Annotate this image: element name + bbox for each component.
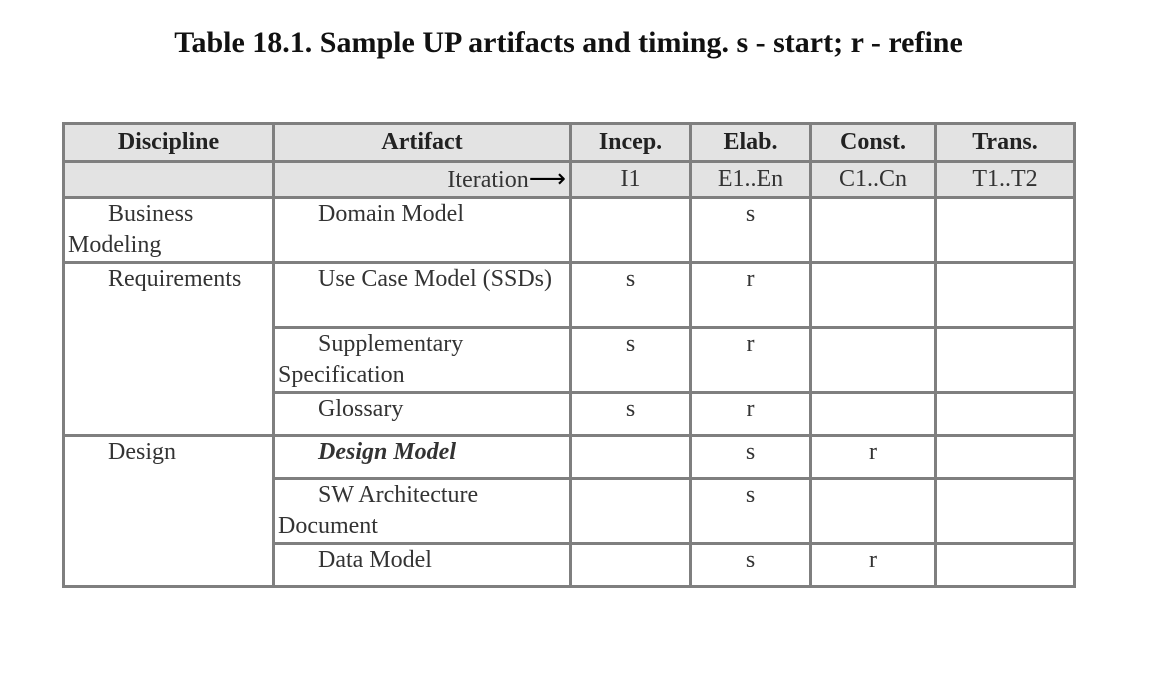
elab-cell: r bbox=[689, 261, 812, 329]
const-cell: r bbox=[809, 434, 937, 480]
iteration-label-cell: Iteration⟶ bbox=[272, 160, 572, 199]
elab-cell: s bbox=[689, 542, 812, 588]
right-arrow-icon: ⟶ bbox=[528, 163, 566, 194]
const-cell bbox=[809, 261, 937, 329]
artifact-cell: Data Model bbox=[272, 542, 572, 588]
trans-cell bbox=[934, 434, 1076, 480]
elab-cell: s bbox=[689, 434, 812, 480]
elab-cell: r bbox=[689, 326, 812, 394]
const-cell bbox=[809, 391, 937, 437]
trans-cell bbox=[934, 391, 1076, 437]
artifact-cell: SW Architecture Document bbox=[272, 477, 572, 545]
incep-cell: s bbox=[569, 326, 692, 394]
elab-cell: s bbox=[689, 196, 812, 264]
header-discipline: Discipline bbox=[62, 122, 275, 163]
iteration-trans: T1..T2 bbox=[934, 160, 1076, 199]
const-cell: r bbox=[809, 542, 937, 588]
table-row: Business Modeling Domain Model s bbox=[62, 196, 1076, 264]
iteration-blank-cell bbox=[62, 160, 275, 199]
header-trans: Trans. bbox=[934, 122, 1076, 163]
trans-cell bbox=[934, 196, 1076, 264]
const-cell bbox=[809, 196, 937, 264]
incep-cell bbox=[569, 542, 692, 588]
table-row: Data Model s r bbox=[64, 542, 1076, 588]
table-row: Supplementary Specification s r bbox=[64, 326, 1076, 394]
table-row: Requirements Use Case Model (SSDs) s r bbox=[62, 261, 1076, 437]
incep-cell bbox=[569, 434, 692, 480]
trans-cell bbox=[934, 326, 1076, 394]
artifact-cell: Domain Model bbox=[272, 196, 572, 264]
incep-cell: s bbox=[569, 261, 692, 329]
iteration-elab: E1..En bbox=[689, 160, 812, 199]
artifact-cell: Glossary bbox=[272, 391, 572, 437]
discipline-cell: Design bbox=[62, 434, 275, 588]
header-incep: Incep. bbox=[569, 122, 692, 163]
trans-cell bbox=[934, 542, 1076, 588]
table-row: SW Architecture Document s bbox=[64, 477, 1076, 545]
header-artifact: Artifact bbox=[272, 122, 572, 163]
artifact-cell: Supplementary Specification bbox=[272, 326, 572, 394]
artifact-emphasis: Design Model bbox=[318, 439, 456, 465]
artifact-cell: Use Case Model (SSDs) bbox=[272, 261, 572, 329]
artifacts-table: Discipline Artifact Incep. Elab. Const. … bbox=[62, 122, 1076, 588]
table-row: Design Design Model s r bbox=[62, 434, 1076, 588]
incep-cell bbox=[569, 196, 692, 264]
discipline-cell: Business Modeling bbox=[62, 196, 275, 264]
incep-cell bbox=[569, 477, 692, 545]
header-const: Const. bbox=[809, 122, 937, 163]
incep-cell: s bbox=[569, 391, 692, 437]
table-row: Glossary s r bbox=[64, 391, 1076, 437]
iteration-label: Iteration bbox=[447, 166, 529, 193]
iteration-incep: I1 bbox=[569, 160, 692, 199]
elab-cell: s bbox=[689, 477, 812, 545]
const-cell bbox=[809, 326, 937, 394]
header-row: Discipline Artifact Incep. Elab. Const. … bbox=[62, 122, 1076, 163]
artifact-cell: Design Model bbox=[272, 434, 572, 480]
iteration-const: C1..Cn bbox=[809, 160, 937, 199]
header-elab: Elab. bbox=[689, 122, 812, 163]
iteration-row: Iteration⟶ I1 E1..En C1..Cn T1..T2 bbox=[62, 160, 1076, 199]
elab-cell: r bbox=[689, 391, 812, 437]
trans-cell bbox=[934, 477, 1076, 545]
trans-cell bbox=[934, 261, 1076, 329]
table-caption: Table 18.1. Sample UP artifacts and timi… bbox=[174, 26, 963, 59]
discipline-cell: Requirements bbox=[62, 261, 275, 437]
const-cell bbox=[809, 477, 937, 545]
